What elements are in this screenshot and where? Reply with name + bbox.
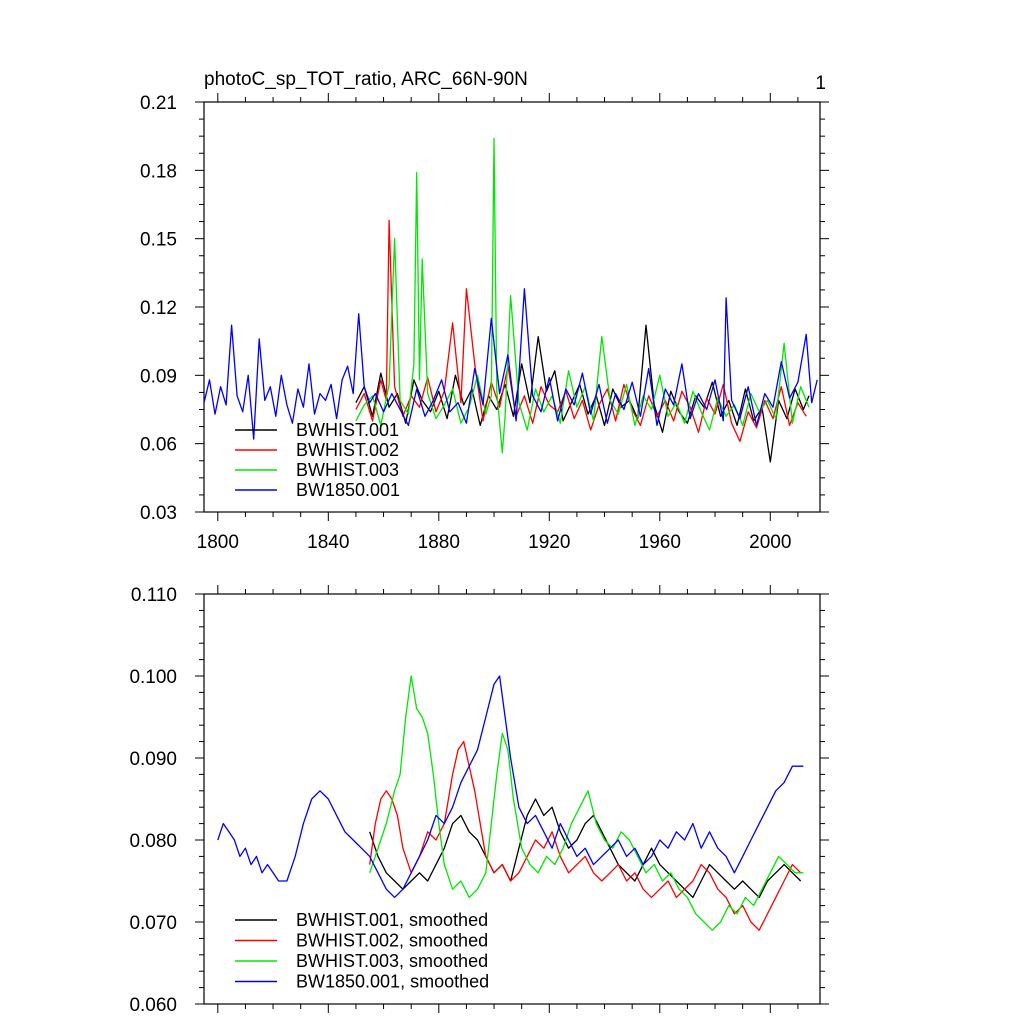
x-tick-label: 1880 bbox=[418, 532, 460, 553]
chart-title: photoC_sp_TOT_ratio, ARC_66N-90N bbox=[204, 69, 528, 90]
legend-label: BWHIST.001 bbox=[296, 420, 399, 440]
panel-number: 1 bbox=[815, 73, 826, 94]
x-tick-label: 1800 bbox=[197, 532, 239, 553]
legend-label: BWHIST.002 bbox=[296, 440, 399, 460]
x-tick-label: 1840 bbox=[307, 532, 349, 553]
y-tick-label: 0.080 bbox=[129, 831, 177, 852]
y-tick-label: 0.12 bbox=[140, 298, 177, 319]
series-line-bwhist-002 bbox=[355, 219, 807, 443]
series-line-bw1850-001-smoothed bbox=[217, 675, 804, 899]
series-line-bwhist-003 bbox=[355, 137, 810, 454]
legend-label: BW1850.001, smoothed bbox=[296, 972, 489, 992]
x-tick-label: 1920 bbox=[528, 532, 570, 553]
series-line-bw1850-001 bbox=[203, 288, 818, 440]
y-tick-label: 0.18 bbox=[140, 161, 177, 182]
y-tick-label: 0.070 bbox=[129, 913, 177, 934]
legend-label: BWHIST.003 bbox=[296, 460, 399, 480]
plot-frame-bottom bbox=[203, 593, 821, 1005]
y-tick-label: 0.03 bbox=[140, 503, 177, 524]
series-group-top bbox=[203, 137, 818, 463]
x-tick-label: 1960 bbox=[639, 532, 681, 553]
panel-top: photoC_sp_TOT_ratio, ARC_66N-90N 1 1800 1… bbox=[140, 69, 829, 553]
y-tick-label: 0.100 bbox=[129, 667, 177, 688]
legend-label: BW1850.001 bbox=[296, 480, 400, 500]
axis-ticks-top: 1800 1840 1880 1920 1960 2000 0.03 0.06 0.09 0.12… bbox=[140, 93, 829, 553]
y-tick-label: 0.06 bbox=[140, 435, 177, 456]
legend-label: BWHIST.001, smoothed bbox=[296, 910, 488, 930]
y-tick-label: 0.21 bbox=[140, 93, 177, 114]
y-tick-label: 0.090 bbox=[129, 749, 177, 770]
y-tick-label: 0.09 bbox=[140, 366, 177, 387]
y-tick-label: 0.060 bbox=[129, 995, 177, 1016]
legend-label: BWHIST.003, smoothed bbox=[296, 951, 488, 971]
y-tick-label: 0.110 bbox=[131, 585, 177, 606]
series-group-bottom bbox=[217, 675, 804, 931]
x-tick-label: 2000 bbox=[749, 532, 791, 553]
series-line-bwhist-001-smoothed bbox=[369, 798, 802, 899]
axis-ticks-bottom: 0.060 0.070 0.080 0.090 0.100 0.110 bbox=[129, 585, 829, 1016]
series-line-bwhist-003-smoothed bbox=[369, 675, 804, 931]
panel-bottom: 0.060 0.070 0.080 0.090 0.100 0.110 BWHIST.00… bbox=[129, 585, 829, 1016]
legend-label: BWHIST.002, smoothed bbox=[296, 931, 488, 951]
series-line-bwhist-001 bbox=[355, 324, 810, 463]
y-tick-label: 0.15 bbox=[140, 230, 177, 251]
series-line-bwhist-002-smoothed bbox=[369, 740, 802, 931]
